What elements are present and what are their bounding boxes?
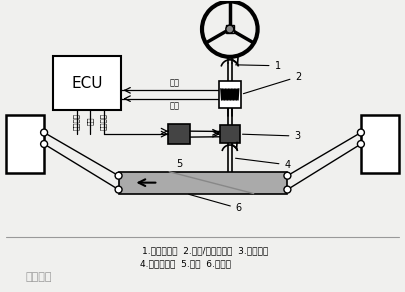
Bar xyxy=(53,56,121,110)
Text: 1.转向输入轴  2.扭矩/角度传感器  3.减速机构: 1.转向输入轴 2.扭矩/角度传感器 3.减速机构 xyxy=(142,246,268,256)
Text: ECU: ECU xyxy=(71,76,102,91)
Circle shape xyxy=(226,25,234,33)
Bar xyxy=(6,115,44,173)
Bar xyxy=(361,115,399,173)
Bar xyxy=(119,172,288,194)
Text: 动态特性: 动态特性 xyxy=(73,112,80,130)
Bar xyxy=(220,125,240,143)
Circle shape xyxy=(40,140,47,147)
Text: 1: 1 xyxy=(236,61,281,71)
Text: 4.转向输出轴  5.电机  6.转向器: 4.转向输出轴 5.电机 6.转向器 xyxy=(140,259,230,268)
Text: 3: 3 xyxy=(243,131,301,141)
Text: 6: 6 xyxy=(189,194,242,213)
Circle shape xyxy=(358,129,364,136)
Bar xyxy=(168,124,190,144)
Text: 4: 4 xyxy=(236,158,290,170)
Circle shape xyxy=(284,186,291,193)
Text: 控制信号: 控制信号 xyxy=(100,112,107,130)
Bar xyxy=(219,81,241,108)
Text: 电流: 电流 xyxy=(87,117,94,125)
Circle shape xyxy=(115,172,122,179)
Circle shape xyxy=(358,140,364,147)
Text: 转矩: 转矩 xyxy=(170,78,180,87)
Text: 卡车之家: 卡车之家 xyxy=(26,272,52,282)
Bar xyxy=(226,25,234,33)
Circle shape xyxy=(115,186,122,193)
Text: 转角: 转角 xyxy=(170,102,180,111)
Text: 2: 2 xyxy=(243,72,302,94)
Circle shape xyxy=(40,129,47,136)
Circle shape xyxy=(284,172,291,179)
Text: 5: 5 xyxy=(176,159,182,169)
